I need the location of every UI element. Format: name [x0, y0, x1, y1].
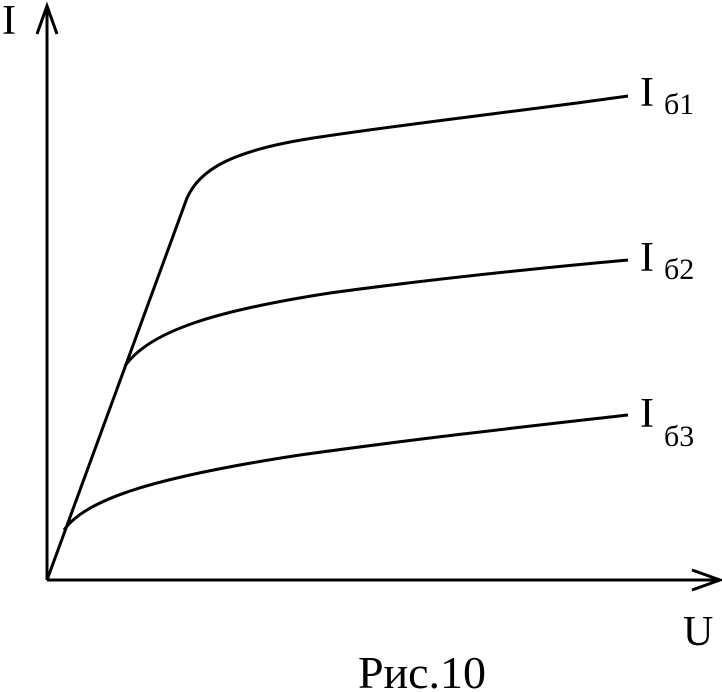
curve-label-sub: б1 — [664, 88, 694, 121]
curve-label: I — [640, 391, 654, 437]
curve — [62, 413, 629, 531]
x-axis-label: U — [683, 609, 713, 655]
curve — [45, 94, 629, 581]
y-axis-arrow — [35, 1, 59, 35]
curve-label-sub: б3 — [664, 420, 694, 453]
curve-label: I — [640, 235, 654, 281]
curve-label-sub: б2 — [664, 253, 694, 286]
y-axis-label: I — [2, 0, 16, 44]
x-axis-arrow — [691, 568, 722, 592]
curve — [123, 258, 629, 367]
curve-label: I — [640, 70, 654, 116]
caption: Рис.10 — [358, 647, 486, 692]
